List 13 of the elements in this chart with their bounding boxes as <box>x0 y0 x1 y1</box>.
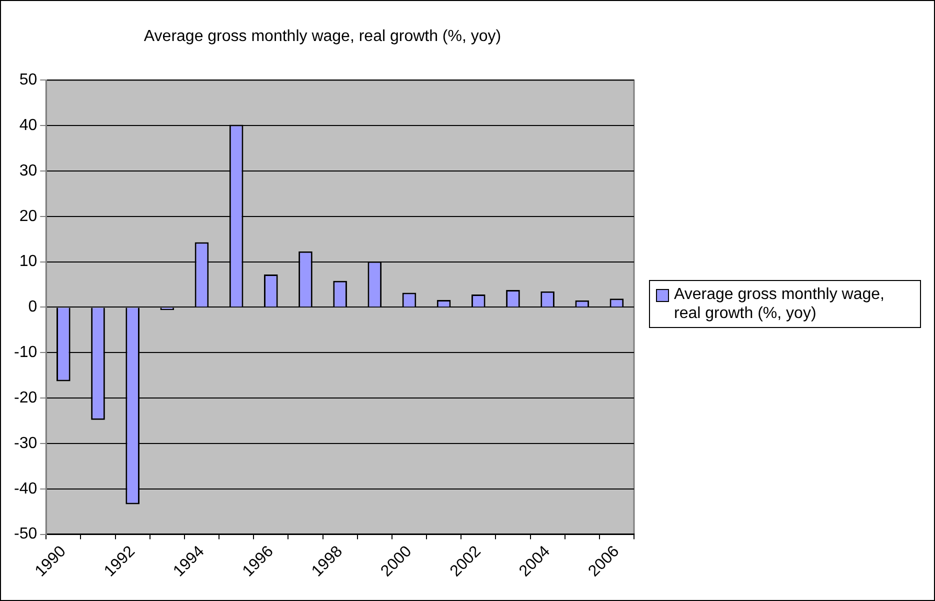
y-tick-label: 40 <box>19 117 38 134</box>
y-tick-label: 10 <box>19 253 38 270</box>
chart-title: Average gross monthly wage, real growth (%, yoy) <box>144 28 502 46</box>
y-tick-label: -40 <box>14 480 38 498</box>
y-tick-label: 50 <box>19 72 38 89</box>
y-tick-label: -50 <box>14 526 38 543</box>
y-tick-label: -30 <box>14 434 38 452</box>
y-tick-label: -10 <box>14 344 38 362</box>
y-tick-label: -20 <box>14 389 38 406</box>
y-tick-label: 20 <box>19 208 38 225</box>
legend-label: Average gross monthly wage, real growth (%, yoy) <box>674 285 886 324</box>
y-tick-label: 30 <box>19 162 38 180</box>
y-tick-label: 0 <box>28 298 38 316</box>
